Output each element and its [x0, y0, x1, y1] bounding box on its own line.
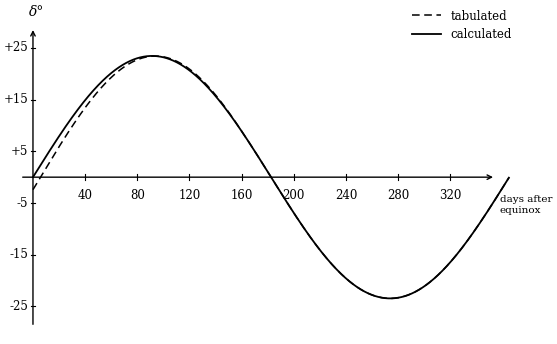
Text: -5: -5 — [17, 196, 28, 209]
Text: 320: 320 — [439, 189, 461, 202]
Text: 40: 40 — [77, 189, 92, 202]
Legend: tabulated, calculated: tabulated, calculated — [407, 5, 517, 46]
Text: days after
equinox: days after equinox — [500, 195, 552, 215]
Text: -15: -15 — [9, 248, 28, 261]
Text: -25: -25 — [9, 300, 28, 313]
Text: +25: +25 — [4, 41, 28, 54]
Text: 240: 240 — [335, 189, 357, 202]
Text: δ°: δ° — [29, 6, 45, 20]
Text: +5: +5 — [11, 145, 28, 158]
Text: +15: +15 — [4, 93, 28, 106]
Text: 280: 280 — [387, 189, 409, 202]
Text: 120: 120 — [178, 189, 201, 202]
Text: 80: 80 — [130, 189, 145, 202]
Text: 160: 160 — [231, 189, 253, 202]
Text: 200: 200 — [282, 189, 305, 202]
